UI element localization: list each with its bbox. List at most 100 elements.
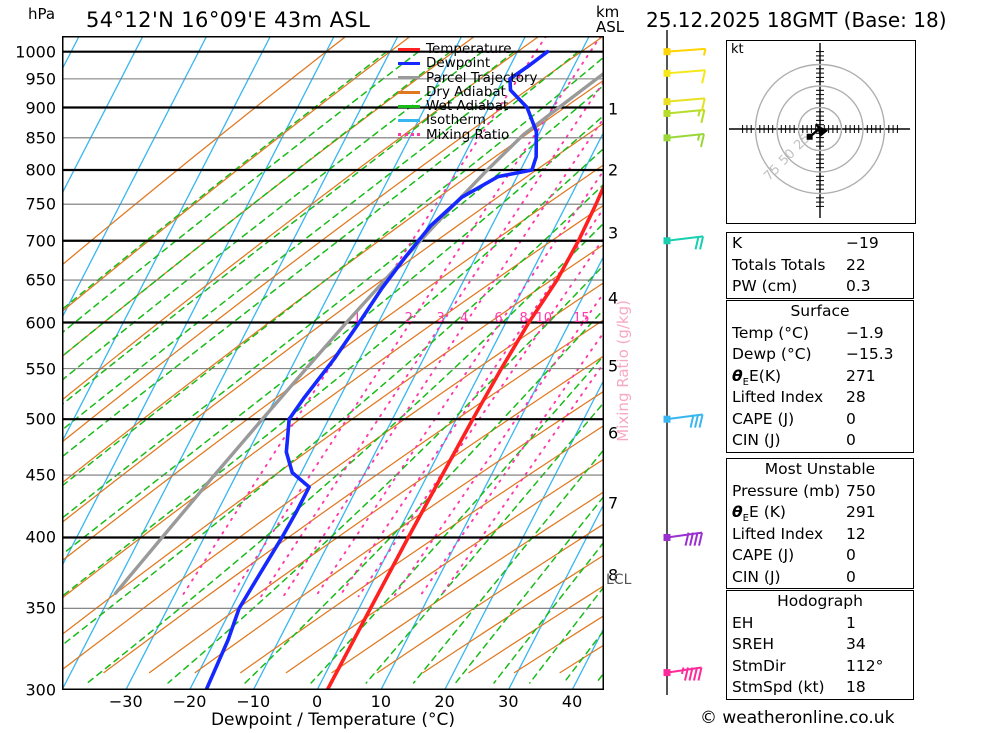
skewt-diagram[interactable]: 1 2 3 4 6 8 10 15 bbox=[62, 36, 604, 690]
legend-label: Isotherm bbox=[426, 112, 486, 129]
station-title: 54°12'N 16°09'E 43m ASL bbox=[86, 8, 371, 32]
index-value: 112° bbox=[846, 656, 884, 675]
wind-barb bbox=[663, 47, 707, 56]
svg-text:75: 75 bbox=[761, 162, 783, 184]
index-label: CIN (J) bbox=[732, 567, 781, 586]
copyright-footer: © weatheronline.co.uk bbox=[700, 708, 895, 728]
index-label: CAPE (J) bbox=[732, 546, 795, 564]
panel-header: Surface bbox=[790, 302, 850, 320]
legend-item-temperature: Temperature bbox=[398, 42, 572, 56]
index-row: θEE (K) 291 bbox=[727, 502, 913, 524]
index-label: Totals Totals bbox=[732, 255, 826, 274]
lcl-marker: LCL bbox=[606, 572, 632, 588]
pressure-tick-900: 900 bbox=[25, 98, 56, 118]
index-label: Dewp (°C) bbox=[732, 345, 812, 363]
temperature-tick--30: −30 bbox=[108, 692, 143, 711]
index-value: 0 bbox=[846, 431, 856, 449]
height-tick-3: 3 bbox=[608, 223, 619, 243]
height-tick-1: 1 bbox=[608, 99, 619, 119]
height-axis-unit-line1: km bbox=[596, 3, 620, 21]
index-row: Lifted Index 28 bbox=[727, 387, 913, 409]
general-indices-panel: K −19 Totals Totals 22 PW (cm) 0.3 bbox=[726, 232, 914, 299]
legend-swatch-icon bbox=[398, 119, 420, 123]
pressure-tick-550: 550 bbox=[25, 359, 56, 379]
index-value: −15.3 bbox=[846, 345, 894, 363]
wind-barb bbox=[663, 235, 705, 250]
pressure-tick-500: 500 bbox=[25, 409, 56, 429]
wind-barb bbox=[663, 666, 703, 681]
svg-text:8: 8 bbox=[520, 311, 528, 326]
index-value: 22 bbox=[846, 255, 866, 274]
legend-label: Dewpoint bbox=[426, 55, 491, 72]
index-label: CAPE (J) bbox=[732, 409, 795, 428]
index-row: StmSpd (kt) 18 bbox=[727, 677, 913, 699]
index-row: Temp (°C) −1.9 bbox=[727, 323, 913, 345]
temperature-tick-40: 40 bbox=[561, 692, 583, 711]
pressure-axis-unit-label: hPa bbox=[28, 5, 56, 23]
index-label: StmSpd (kt) bbox=[732, 678, 825, 696]
height-tick-6: 6 bbox=[608, 423, 619, 443]
index-row: EH 1 bbox=[727, 613, 913, 635]
svg-text:50: 50 bbox=[776, 146, 798, 168]
legend-label: Wet Adiabat bbox=[426, 98, 509, 115]
index-value: 28 bbox=[846, 388, 866, 406]
index-label: EH bbox=[732, 613, 754, 632]
hodograph-plot[interactable]: kt 25 50 75 bbox=[726, 40, 916, 224]
index-value: 0 bbox=[846, 567, 856, 586]
index-label: Lifted Index bbox=[732, 524, 824, 543]
index-value: 34 bbox=[846, 635, 866, 653]
panel-header: Most Unstable bbox=[764, 460, 876, 478]
index-label: PW (cm) bbox=[732, 277, 798, 295]
wind-barb bbox=[663, 132, 705, 148]
surface-indices-panel: Surface Temp (°C) −1.9 Dewp (°C) −15.3 θEE(K)… bbox=[726, 300, 914, 453]
pressure-tick-300: 300 bbox=[25, 680, 56, 700]
legend-swatch-icon bbox=[398, 76, 420, 80]
wind-barb bbox=[663, 97, 706, 112]
legend-item-mixing-ratio: Mixing Ratio bbox=[398, 127, 572, 142]
index-row: CIN (J) 0 bbox=[727, 567, 913, 589]
index-value: 0.3 bbox=[846, 277, 871, 295]
height-axis-unit-label: km ASL bbox=[596, 5, 624, 35]
height-axis: 1 2 3 4 5 6 7 8 bbox=[608, 36, 648, 690]
index-label: θEE (K) bbox=[732, 503, 786, 525]
svg-text:1: 1 bbox=[353, 311, 361, 326]
height-tick-4: 4 bbox=[608, 288, 619, 308]
index-value: 18 bbox=[846, 678, 866, 696]
temperature-tick-30: 30 bbox=[498, 692, 519, 711]
index-value: 0 bbox=[846, 409, 856, 428]
index-label: CIN (J) bbox=[732, 431, 781, 449]
temperature-tick-10: 10 bbox=[370, 692, 391, 711]
legend-swatch-icon bbox=[398, 61, 420, 65]
index-row: Dewp (°C) −15.3 bbox=[727, 344, 913, 366]
index-value: 750 bbox=[846, 481, 876, 500]
legend: Temperature Dewpoint Parcel Trajectory Dry … bbox=[398, 42, 572, 142]
index-value: 271 bbox=[846, 366, 876, 385]
svg-text:10: 10 bbox=[535, 311, 552, 326]
legend-item-wet-adiabat: Wet Adiabat bbox=[398, 99, 572, 113]
pressure-tick-700: 700 bbox=[25, 231, 56, 251]
pressure-tick-650: 650 bbox=[25, 270, 56, 290]
legend-label: Temperature bbox=[426, 41, 512, 57]
height-tick-7: 7 bbox=[608, 493, 619, 513]
temperature-tick-20: 20 bbox=[434, 692, 455, 711]
index-row: Lifted Index 12 bbox=[727, 524, 913, 546]
wind-barb-strip bbox=[655, 30, 715, 695]
mixing-ratio-axis-caption: Mixing Ratio (g/kg) bbox=[614, 300, 632, 442]
pressure-tick-600: 600 bbox=[25, 313, 56, 332]
wind-barb bbox=[663, 108, 706, 124]
index-row: Pressure (mb) 750 bbox=[727, 481, 913, 503]
height-tick-5: 5 bbox=[608, 356, 619, 376]
index-label: SREH bbox=[732, 635, 775, 653]
pressure-tick-450: 450 bbox=[25, 465, 56, 485]
pressure-axis: 300 350 400 450 500 550 600 650 700 750 800 850 900 9… bbox=[0, 36, 56, 699]
mixing-ratio-labels: 1 2 3 4 6 8 10 15 bbox=[353, 311, 590, 326]
height-axis-unit-line2: ASL bbox=[596, 18, 625, 36]
index-value: 12 bbox=[846, 524, 866, 543]
temperature-axis: −30 −20 −10 0 10 20 30 40 bbox=[62, 692, 604, 714]
temperature-tick--10: −10 bbox=[236, 692, 271, 711]
hodograph-indices-panel: Hodograph EH 1 SREH 34 StmDir 112° StmSpd (kt) 1… bbox=[726, 590, 914, 700]
pressure-tick-1000: 1000 bbox=[15, 42, 56, 62]
svg-text:15: 15 bbox=[573, 311, 590, 326]
legend-item-dewpoint: Dewpoint bbox=[398, 55, 572, 72]
